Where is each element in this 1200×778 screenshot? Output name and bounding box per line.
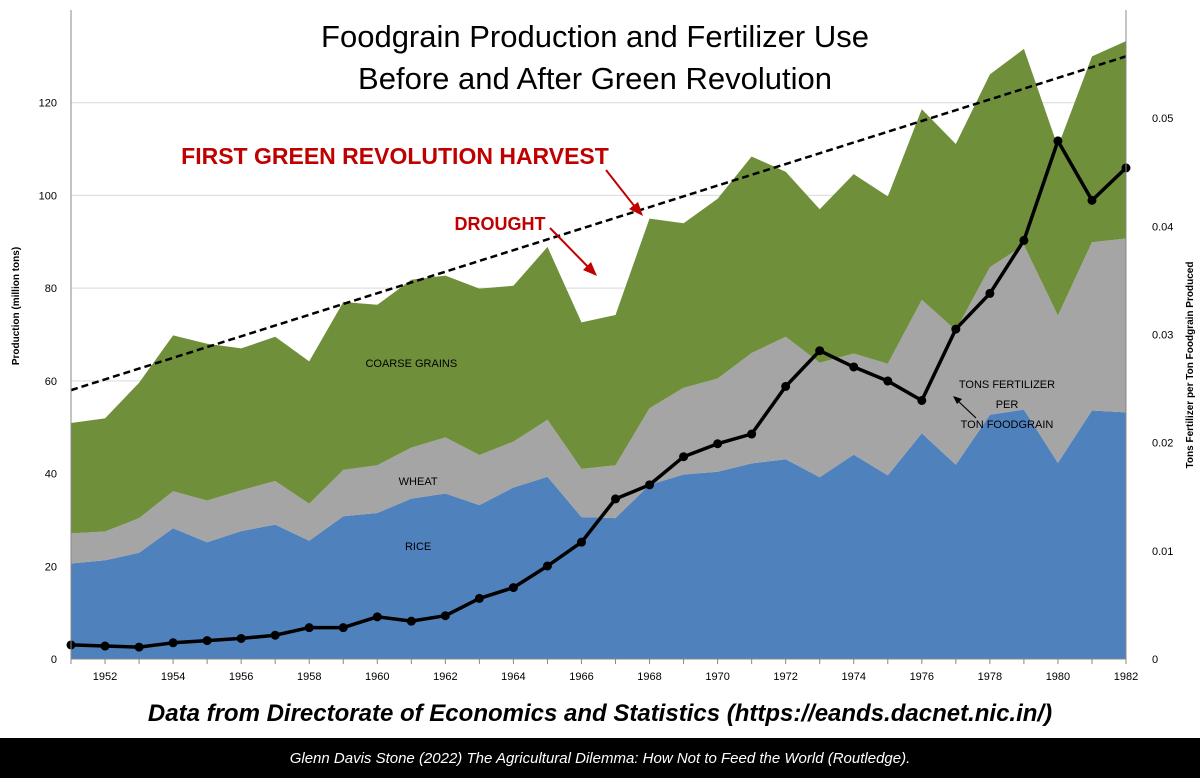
trendline (70, 55, 1127, 392)
x-tick-label: 1968 (637, 671, 661, 683)
fertilizer-point (474, 593, 484, 603)
fertilizer-point (576, 537, 586, 547)
x-tick-label: 1978 (978, 671, 1002, 683)
fertilizer-point (1019, 235, 1029, 245)
x-tick-label: 1974 (841, 671, 865, 683)
annotations: FIRST GREEN REVOLUTION HARVEST DROUGHT TON… (181, 143, 1055, 431)
area-series (71, 41, 1126, 659)
fertilizer-point (679, 452, 689, 462)
arrow-fertilizer (956, 399, 977, 419)
fertilizer-point (338, 623, 348, 633)
chart-title: Foodgrain Production and Fertilizer Use (321, 19, 869, 54)
x-tick-label: 1956 (229, 671, 253, 683)
fertilizer-point (270, 630, 280, 640)
y2-tick-label: 0.04 (1152, 221, 1173, 233)
y-tick-label: 40 (45, 469, 57, 481)
x-tick-label: 1964 (501, 671, 525, 683)
fertilizer-point (985, 288, 995, 298)
fertilizer-point (508, 583, 518, 593)
x-tick-label: 1954 (161, 671, 185, 683)
y2-tick-label: 0 (1152, 654, 1158, 666)
y-tick-label: 0 (51, 654, 57, 666)
area-label: RICE (405, 541, 431, 553)
fertilizer-point (406, 616, 416, 626)
arrow-first-harvest (605, 169, 640, 213)
fertilizer-point (168, 638, 178, 648)
x-tick-label: 1960 (365, 671, 389, 683)
area-wheat (71, 238, 1126, 564)
axes: 0 20 40 60 80 100 120 0 0.01 0.02 0.03 0.04 0.05 1952… (39, 10, 1173, 683)
fertilizer-point (883, 376, 893, 386)
x-tick-label: 1980 (1046, 671, 1070, 683)
area-label: WHEAT (399, 476, 438, 488)
y2-tick-label: 0.03 (1152, 330, 1173, 342)
arrow-drought (549, 227, 594, 273)
citation-bar: Glenn Davis Stone (2022) The Agricultura… (0, 738, 1200, 778)
chart: 0 20 40 60 80 100 120 0 0.01 0.02 0.03 0.04 0.05 1952… (11, 10, 1196, 683)
fertilizer-point (1087, 195, 1097, 205)
area-rice (71, 409, 1126, 659)
citation-author: Glenn Davis Stone (2022) (289, 749, 463, 767)
x-tick-label: 1958 (297, 671, 321, 683)
citation-publisher: (Routledge). (827, 749, 911, 767)
y-tick-label: 20 (45, 561, 57, 573)
x-tick-label: 1970 (705, 671, 729, 683)
fertilizer-point (713, 439, 723, 449)
annotation-fertilizer-label: TON FOODGRAIN (961, 419, 1054, 431)
x-tick-label: 1962 (433, 671, 457, 683)
citation-book-title: The Agricultural Dilemma: How Not to Fee… (466, 749, 824, 767)
fertilizer-point (611, 494, 621, 504)
fertilizer-point (917, 395, 927, 405)
fertilizer-point (781, 381, 791, 391)
fertilizer-point (304, 623, 314, 633)
y-tick-label: 120 (39, 98, 57, 110)
fertilizer-line (66, 136, 1131, 652)
trendline-dashed (70, 55, 1127, 392)
fertilizer-point (236, 633, 246, 643)
fertilizer-point (372, 612, 382, 622)
y2-axis-label: Tons Fertilizer per Ton Foodgrain Produc… (1185, 262, 1196, 469)
x-tick-label: 1966 (569, 671, 593, 683)
fertilizer-point (134, 642, 144, 652)
fertilizer-point (849, 362, 859, 372)
fertilizer-point (100, 641, 110, 651)
y-axis-label: Production (million tons) (11, 247, 22, 365)
x-tick-label: 1976 (910, 671, 934, 683)
fertilizer-point (747, 429, 757, 439)
x-tick-label: 1952 (93, 671, 117, 683)
annotation-first-harvest: FIRST GREEN REVOLUTION HARVEST (181, 143, 609, 169)
annotation-fertilizer-label: TONS FERTILIZER (959, 379, 1055, 391)
fertilizer-point (815, 346, 825, 356)
fertilizer-point (645, 480, 655, 490)
chart-subtitle: Before and After Green Revolution (358, 61, 832, 96)
y2-tick-label: 0.05 (1152, 113, 1173, 125)
arrowhead-fertilizer (953, 396, 962, 404)
fertilizer-point (1053, 136, 1063, 146)
y-tick-label: 80 (45, 283, 57, 295)
fertilizer-line-path (70, 139, 1128, 649)
fertilizer-point (202, 636, 212, 646)
y-tick-label: 60 (45, 376, 57, 388)
arrowhead-first-harvest (629, 202, 643, 216)
x-tick-label: 1982 (1114, 671, 1138, 683)
area-labels: COARSE GRAINS WHEAT RICE (365, 358, 457, 553)
annotation-drought: DROUGHT (455, 214, 546, 234)
y-tick-label: 100 (39, 190, 57, 202)
fertilizer-point (542, 561, 552, 571)
fertilizer-point (951, 324, 961, 334)
area-label: COARSE GRAINS (365, 358, 457, 370)
y2-tick-label: 0.02 (1152, 438, 1173, 450)
area-coarse-grains (71, 41, 1126, 534)
arrowhead-drought (583, 262, 597, 276)
data-source-note: Data from Directorate of Economics and S… (147, 700, 1053, 727)
y2-tick-label: 0.01 (1152, 546, 1173, 558)
annotation-fertilizer-label: PER (996, 399, 1019, 411)
fertilizer-point (440, 611, 450, 621)
x-tick-label: 1972 (773, 671, 797, 683)
